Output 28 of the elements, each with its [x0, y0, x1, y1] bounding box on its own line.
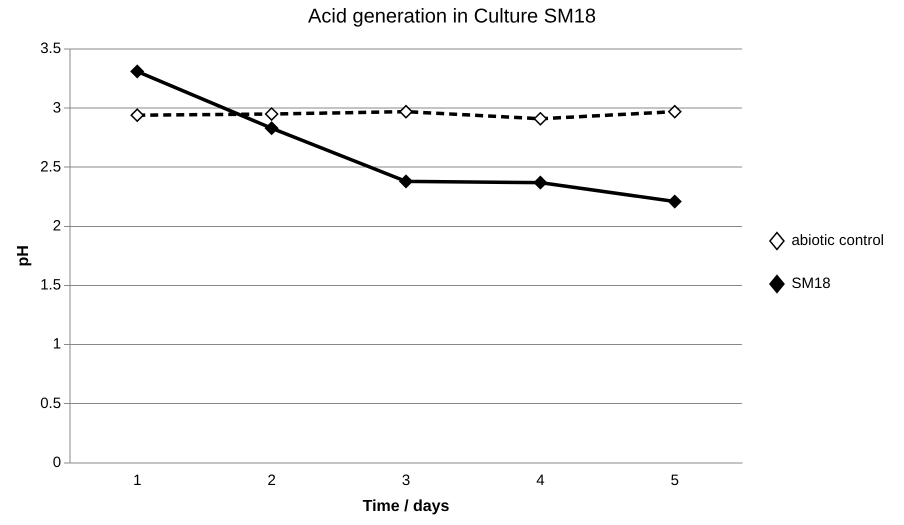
point [668, 194, 682, 208]
y-tick-label: 0.5 [40, 394, 62, 412]
legend-label: SM18 [791, 275, 831, 292]
x-axis-title: Time / days [362, 498, 450, 515]
point [399, 104, 413, 118]
point [534, 176, 548, 190]
point [130, 64, 144, 78]
y-tick-label: 2 [52, 217, 62, 234]
point [264, 121, 278, 135]
point [534, 112, 548, 126]
y-tick-label: 1 [52, 336, 62, 353]
point [130, 108, 144, 122]
y-tick-label: 1.5 [40, 276, 62, 294]
y-tick-label: 3.5 [40, 40, 62, 58]
point [264, 107, 278, 121]
point [399, 174, 413, 188]
y-tick-label: 3 [52, 99, 62, 116]
x-tick-label: 5 [670, 472, 679, 489]
point [668, 104, 682, 118]
x-tick-label: 1 [133, 472, 142, 489]
x-tick-label: 3 [402, 472, 410, 489]
chart-title: Acid generation in Culture SM18 [308, 6, 596, 28]
y-tick-label: 0 [52, 454, 62, 471]
x-tick-label: 2 [267, 472, 276, 489]
x-tick-label: 4 [536, 472, 545, 489]
legend-label: abiotic control [791, 232, 884, 250]
y-tick-label: 2.5 [40, 158, 62, 176]
y-axis-title: pH [15, 245, 32, 267]
